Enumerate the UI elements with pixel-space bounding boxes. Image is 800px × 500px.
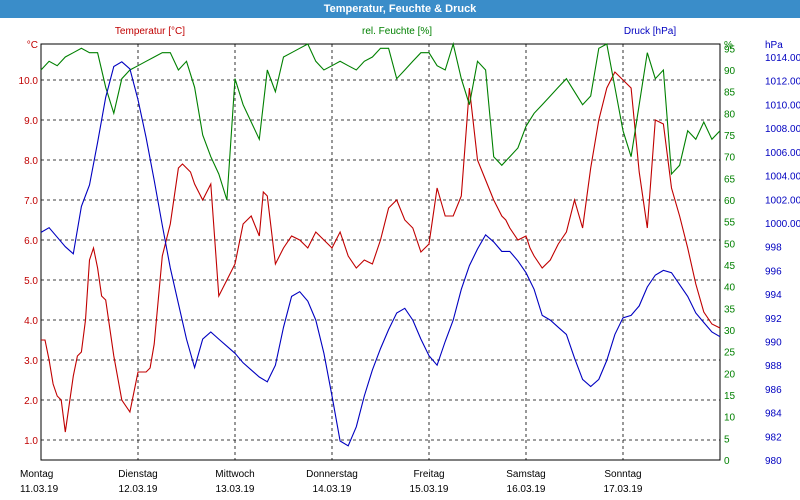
humidity-tick-label: 55: [724, 218, 736, 229]
pressure-tick-label: 1002.000: [765, 195, 800, 206]
x-date-label: 11.03.19: [20, 484, 59, 495]
humidity-tick-label: 50: [724, 239, 736, 250]
pressure-tick-label: 990: [765, 337, 782, 348]
x-weekday-label: Montag: [20, 469, 53, 480]
pressure-unit: hPa: [765, 40, 783, 51]
pressure-tick-label: 1000.000: [765, 219, 800, 230]
humidity-line: [40, 41, 721, 201]
humidity-tick-label: 25: [724, 348, 736, 359]
humidity-tick-label: 70: [724, 153, 736, 164]
pressure-axis-label: Druck [hPa]: [624, 26, 676, 37]
humidity-unit: %: [724, 40, 733, 51]
humidity-tick-label: 10: [724, 413, 736, 424]
chart-title: Temperatur, Feuchte & Druck: [0, 0, 800, 18]
temperature-tick-label: 4.0: [24, 316, 38, 327]
x-date-label: 17.03.19: [604, 484, 643, 495]
humidity-tick-label: 5: [724, 434, 730, 445]
temperature-tick-label: 6.0: [24, 236, 38, 247]
temperature-tick-label: 1.0: [24, 436, 38, 447]
pressure-tick-label: 1006.000: [765, 148, 800, 159]
x-axis-labels: Montag 11.03.19 Dienstag 12.03.19 Mittwoch 13…: [20, 469, 643, 495]
temperature-tick-label: 5.0: [24, 276, 38, 287]
x-date-label: 16.03.19: [507, 484, 546, 495]
pressure-line: [40, 61, 721, 447]
humidity-tick-label: 80: [724, 109, 736, 120]
pressure-tick-label: 988: [765, 361, 782, 372]
humidity-tick-label: 15: [724, 391, 736, 402]
pressure-tick-label: 1014.000: [765, 53, 800, 64]
plot-area: [40, 43, 721, 461]
temperature-axis-label: Temperatur [°C]: [115, 26, 185, 37]
pressure-tick-label: 1004.000: [765, 172, 800, 183]
x-date-label: 14.03.19: [313, 484, 352, 495]
pressure-tick-label: 982: [765, 432, 782, 443]
temperature-line: [41, 71, 721, 433]
humidity-tick-label: 85: [724, 88, 736, 99]
pressure-tick-label: 986: [765, 385, 782, 396]
pressure-tick-label: 1010.000: [765, 100, 800, 111]
humidity-tick-label: 75: [724, 131, 736, 142]
humidity-tick-label: 65: [724, 174, 736, 185]
humidity-tick-label: 60: [724, 196, 736, 207]
temperature-tick-label: 7.0: [24, 196, 38, 207]
temperature-tick-label: 3.0: [24, 356, 38, 367]
x-weekday-label: Sonntag: [604, 469, 641, 480]
pressure-tick-label: 980: [765, 456, 782, 467]
temperature-unit: °C: [27, 40, 38, 51]
axis-ticks: 1.0 2.0 3.0 4.0 5.0 6.0 7.0 8.0 9.0 10.0 0 5 10 15 20 2…: [19, 44, 800, 467]
humidity-tick-label: 90: [724, 66, 736, 77]
x-weekday-label: Mittwoch: [215, 469, 254, 480]
humidity-tick-label: 45: [724, 261, 736, 272]
x-date-label: 15.03.19: [410, 484, 449, 495]
temperature-tick-label: 2.0: [24, 396, 38, 407]
humidity-tick-label: 30: [724, 326, 736, 337]
humidity-axis-label: rel. Feuchte [%]: [362, 26, 432, 37]
x-date-label: 13.03.19: [216, 484, 255, 495]
x-weekday-label: Freitag: [413, 469, 444, 480]
x-weekday-label: Donnerstag: [306, 469, 358, 480]
x-date-label: 12.03.19: [119, 484, 158, 495]
pressure-tick-label: 1012.000: [765, 77, 800, 88]
pressure-tick-label: 1008.000: [765, 124, 800, 135]
pressure-tick-label: 992: [765, 314, 782, 325]
humidity-tick-label: 35: [724, 304, 736, 315]
humidity-tick-label: 20: [724, 369, 736, 380]
humidity-tick-label: 40: [724, 283, 736, 294]
humidity-tick-label: 95: [724, 44, 736, 55]
pressure-tick-label: 998: [765, 243, 782, 254]
x-weekday-label: Dienstag: [118, 469, 157, 480]
pressure-tick-label: 994: [765, 290, 782, 301]
humidity-tick-label: 0: [724, 456, 730, 467]
series: [40, 41, 721, 447]
temperature-tick-label: 9.0: [24, 116, 38, 127]
pressure-tick-label: 984: [765, 409, 782, 420]
temperature-tick-label: 8.0: [24, 156, 38, 167]
temperature-tick-label: 10.0: [19, 76, 39, 87]
chart: Temperatur [°C] rel. Feuchte [%] Druck […: [19, 26, 800, 495]
x-weekday-label: Samstag: [506, 469, 545, 480]
pressure-tick-label: 996: [765, 266, 782, 277]
